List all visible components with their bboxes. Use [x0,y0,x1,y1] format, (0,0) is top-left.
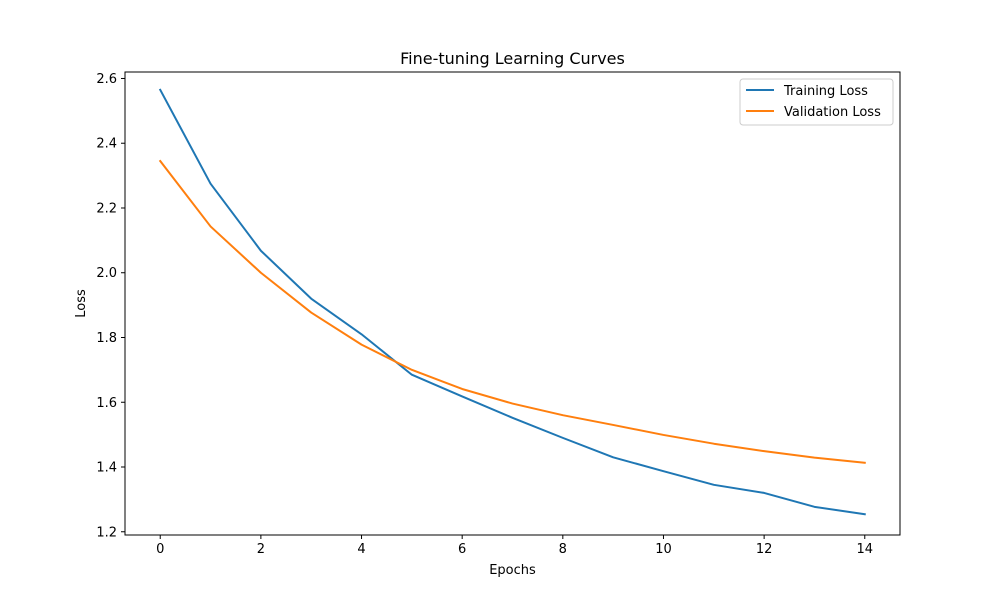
y-tick-label: 1.8 [96,331,117,346]
x-axis-label: Epochs [489,563,536,578]
x-tick-label: 12 [756,542,773,557]
legend-box [739,78,894,126]
y-tick-label: 2.2 [96,201,117,216]
y-tick-label: 1.6 [96,396,117,411]
x-axis: 0 2 4 6 8 10 12 14 [156,535,873,557]
x-tick-label: 10 [655,542,672,557]
x-tick-label: 8 [559,542,567,557]
x-tick-label: 0 [156,542,164,557]
y-axis: 1.2 1.4 1.6 1.8 2.0 2.2 2.4 2.6 [96,72,125,540]
series-layer [158,88,866,516]
legend-label-training-loss: Training Loss [783,84,868,99]
legend-label-validation-loss: Validation Loss [784,105,881,120]
y-tick-label: 1.4 [96,461,117,476]
y-axis-label: Loss [74,289,89,318]
y-tick-label: 2.6 [96,72,117,87]
x-tick-label: 6 [458,542,466,557]
y-tick-label: 2.4 [96,137,117,152]
y-tick-label: 2.0 [96,266,117,281]
x-tick-label: 2 [257,542,265,557]
x-tick-label: 14 [856,542,873,557]
x-tick-label: 4 [357,542,365,557]
plot-frame [124,71,901,536]
y-tick-label: 1.2 [96,525,117,540]
legend: Training Loss Validation Loss [739,78,894,126]
chart-title: Fine-tuning Learning Curves [400,49,625,68]
